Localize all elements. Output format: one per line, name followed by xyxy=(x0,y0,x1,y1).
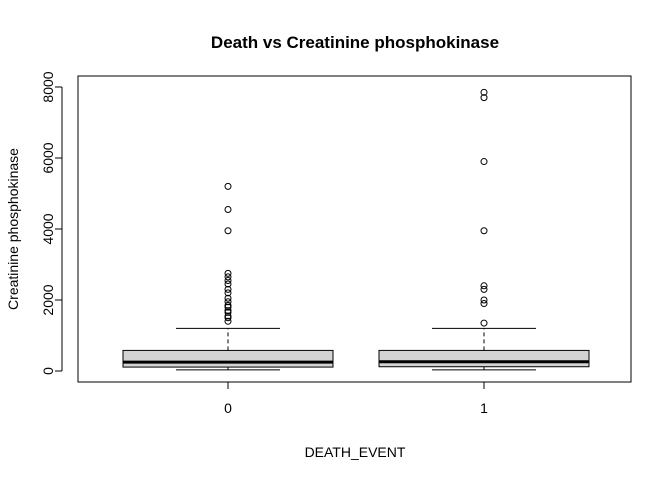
outlier-point xyxy=(224,312,232,320)
outlier-point xyxy=(480,319,488,327)
box-group-0 xyxy=(122,182,334,371)
outlier-point xyxy=(224,298,232,306)
x-axis-label: DEATH_EVENT xyxy=(305,444,406,460)
plot-frame xyxy=(77,75,632,383)
outlier-point xyxy=(224,182,232,190)
outlier-point xyxy=(224,280,232,288)
box-group-1 xyxy=(378,88,590,371)
y-tick-label: 4000 xyxy=(40,213,56,244)
outlier-point xyxy=(480,285,488,293)
outlier-point xyxy=(480,158,488,166)
outlier-point xyxy=(480,296,488,304)
y-tick-label: 8000 xyxy=(40,71,56,102)
y-tick-label: 6000 xyxy=(40,142,56,173)
y-tick-label: 0 xyxy=(40,367,56,375)
y-tick-label: 2000 xyxy=(40,284,56,315)
outlier-point xyxy=(224,273,232,281)
chart-title: Death vs Creatinine phosphokinase xyxy=(211,33,499,52)
outlier-point xyxy=(224,205,232,213)
outlier-point xyxy=(480,88,488,96)
iqr-box xyxy=(122,349,334,368)
boxes xyxy=(122,88,590,371)
outlier-point xyxy=(224,301,232,309)
y-axis: 0 2000 4000 6000 8000 xyxy=(40,71,63,375)
outlier-point xyxy=(224,317,232,325)
iqr-box xyxy=(378,349,590,368)
outlier-point xyxy=(224,227,232,235)
outlier-point xyxy=(224,307,232,315)
y-axis-label: Creatinine phosphokinase xyxy=(5,148,21,310)
outlier-point xyxy=(480,94,488,102)
outlier-point xyxy=(224,294,232,302)
outlier-point xyxy=(480,300,488,308)
outlier-point xyxy=(480,282,488,290)
outlier-point xyxy=(480,227,488,235)
x-tick-label: 0 xyxy=(224,400,232,416)
x-tick-label: 1 xyxy=(480,400,488,416)
outlier-point xyxy=(224,285,232,293)
outlier-point xyxy=(224,269,232,277)
outlier-point xyxy=(224,276,232,284)
outlier-point xyxy=(224,289,232,297)
